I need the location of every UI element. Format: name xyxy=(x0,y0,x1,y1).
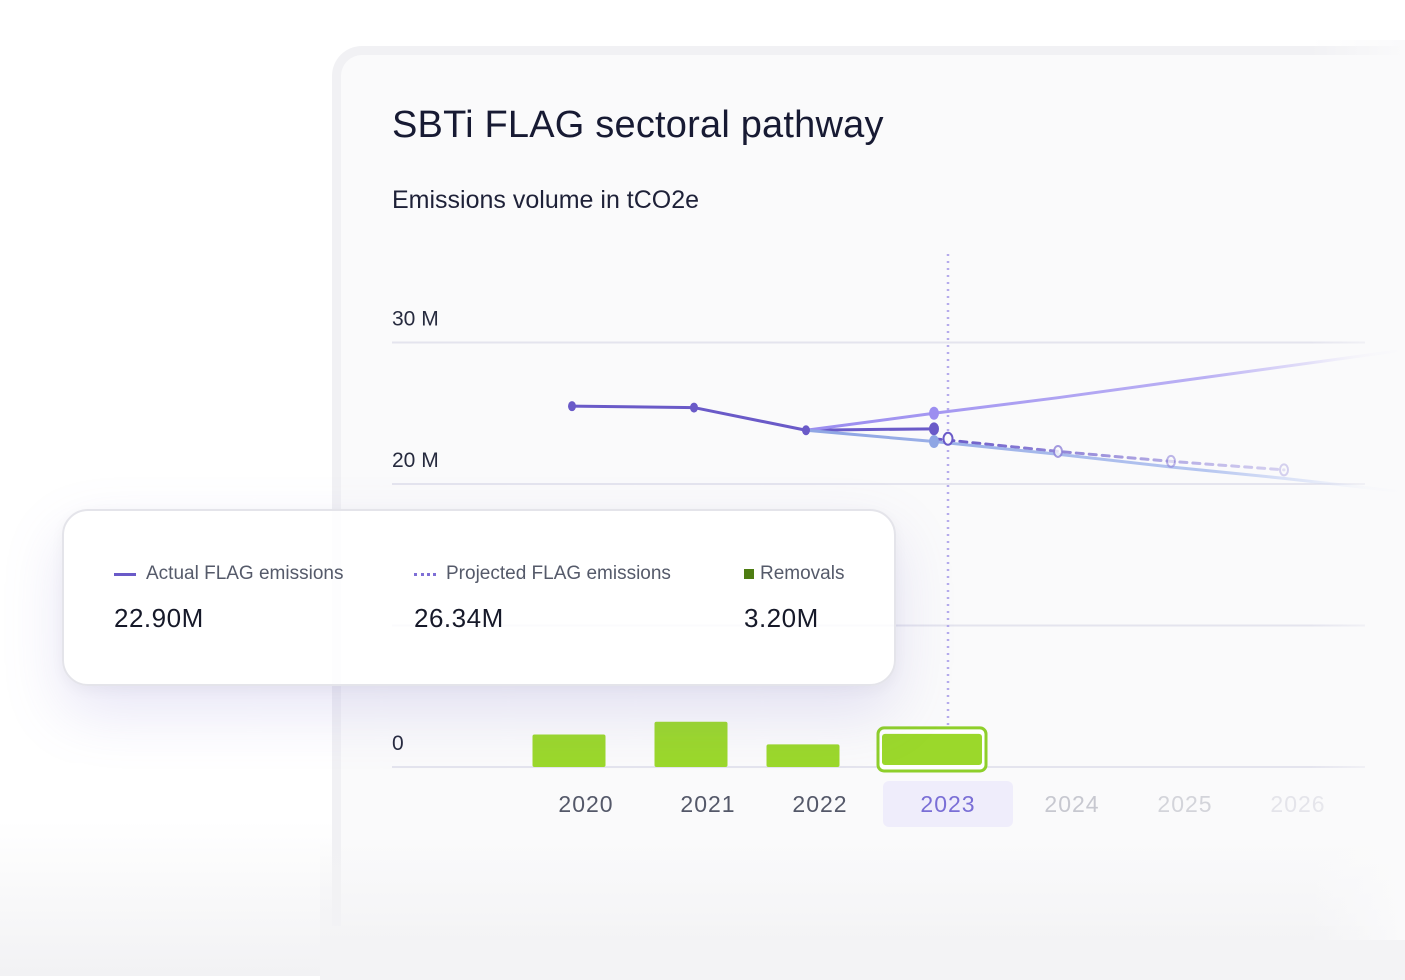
y-tick-label: 20 M xyxy=(392,449,439,472)
legend-label-actual: Actual FLAG emissions xyxy=(146,563,344,584)
removals-bar xyxy=(532,734,606,767)
legend-label-removals: Removals xyxy=(760,563,845,584)
chart-title: SBTi FLAG sectoral pathway xyxy=(392,104,884,146)
removals-bar xyxy=(654,721,728,767)
actual-point xyxy=(802,425,810,436)
legend-tooltip-card: Actual FLAG emissions 22.90M Projected F… xyxy=(62,509,896,686)
actual-emissions-line xyxy=(570,404,936,432)
x-tick-label: 2024 xyxy=(1044,791,1099,817)
dotted-line-icon xyxy=(414,572,436,576)
x-tick-label: 2020 xyxy=(558,791,613,817)
projected-start-point xyxy=(942,431,954,446)
chart-subtitle: Emissions volume in tCO2e xyxy=(392,186,700,214)
x-tick-label: 2023 xyxy=(920,791,975,817)
legend-value-removals: 3.20M xyxy=(744,603,819,633)
x-tick-label: 2021 xyxy=(680,791,735,817)
y-tick-label: 0 xyxy=(392,732,404,755)
projected-emissions-line xyxy=(932,437,1286,472)
pathway-point xyxy=(929,435,939,449)
actual-point xyxy=(568,401,576,412)
x-tick-label: 2022 xyxy=(792,791,847,817)
legend-value-projected: 26.34M xyxy=(414,603,504,633)
legend-value-actual: 22.90M xyxy=(114,603,204,633)
legend-item-actual: Actual FLAG emissions 22.90M xyxy=(114,563,343,634)
legend-item-projected: Projected FLAG emissions 26.34M xyxy=(414,563,671,634)
legend-label-projected: Projected FLAG emissions xyxy=(446,563,671,584)
x-tick-label: 2026 xyxy=(1270,791,1325,817)
chart-card xyxy=(332,46,1405,926)
actual-point xyxy=(690,402,698,413)
projected-point xyxy=(1279,463,1289,477)
pathway-point xyxy=(929,406,939,420)
removals-bar xyxy=(882,733,982,765)
pathway-upper-line xyxy=(804,349,1399,432)
solid-line-icon xyxy=(114,572,136,576)
projected-point xyxy=(1166,454,1176,468)
x-tick-label: 2025 xyxy=(1157,791,1212,817)
projected-point xyxy=(1053,444,1063,458)
x-axis-highlight xyxy=(883,781,1013,827)
removals-bar xyxy=(766,744,840,767)
legend-item-removals: Removals 3.20M xyxy=(744,563,844,634)
y-tick-label: 30 M xyxy=(392,308,439,331)
actual-point xyxy=(929,422,939,436)
pathway-lower-line xyxy=(804,428,1399,493)
square-icon xyxy=(744,569,754,579)
card-bottom-fade xyxy=(320,840,1405,980)
